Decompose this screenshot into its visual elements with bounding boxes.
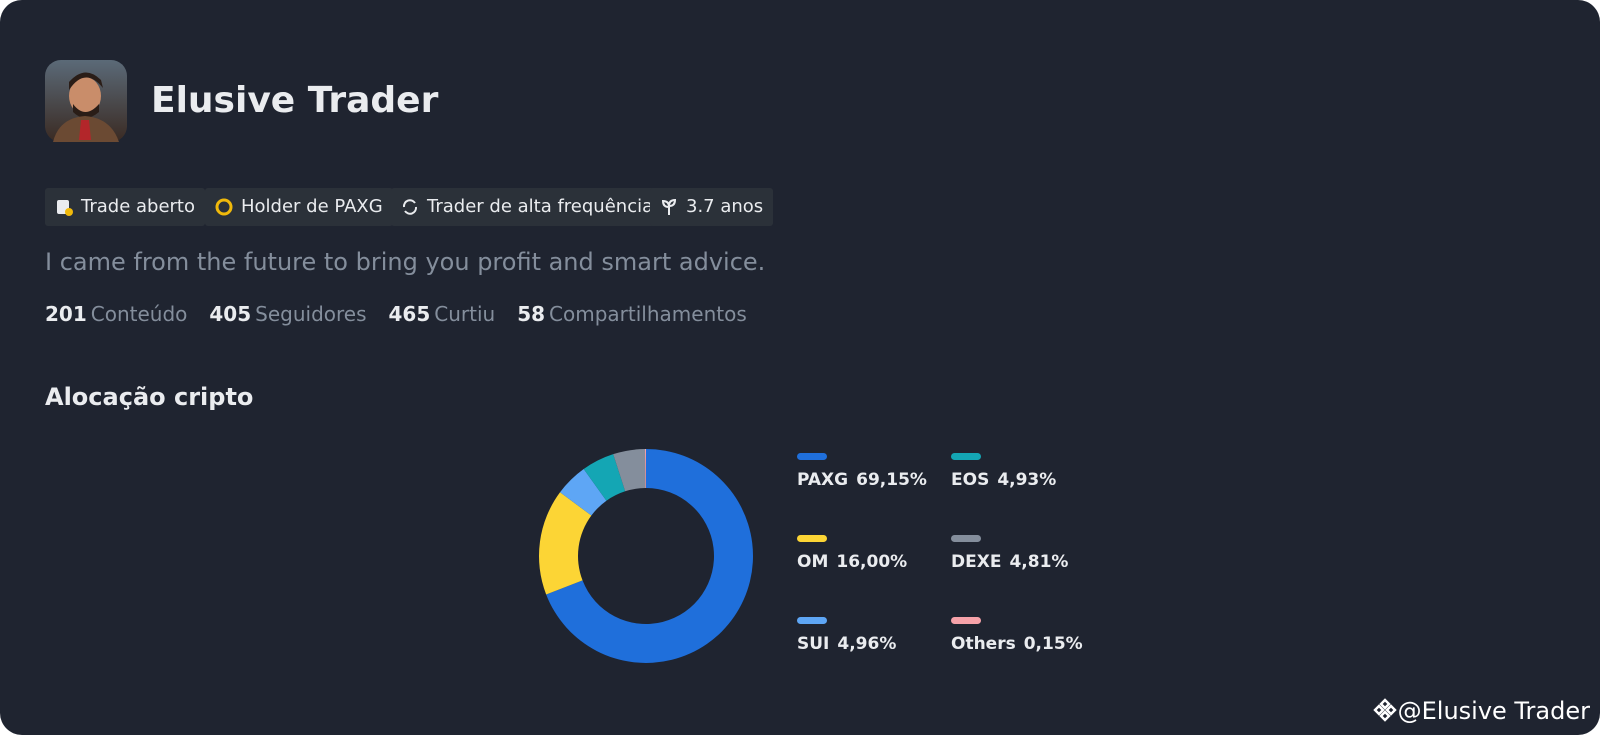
legend-swatch (951, 453, 981, 460)
badge-icon (215, 198, 233, 216)
icon-shape (661, 198, 677, 215)
badge-text: Trade aberto (81, 196, 196, 217)
stat-value: 58 (517, 302, 546, 326)
section-title: Alocação cripto (45, 383, 254, 411)
legend-value: 69,15% (856, 470, 927, 490)
icon-shape (215, 198, 233, 216)
donut-slice (613, 449, 646, 492)
legend-entry: OM 16,00% (797, 552, 907, 572)
legend-swatch (951, 535, 981, 542)
icon-shape (402, 199, 418, 215)
legend-value: 4,96% (837, 634, 897, 654)
legend-value: 0,15% (1023, 634, 1083, 654)
badge: Trade aberto (45, 188, 206, 226)
legend-swatch (797, 535, 827, 542)
donut-slice (583, 454, 626, 501)
legend-name: EOS (951, 470, 990, 490)
legend-name: Others (951, 634, 1016, 654)
avatar[interactable] (45, 60, 127, 142)
watermark-text: @Elusive Trader (1397, 697, 1590, 725)
stat: 405 Seguidores (209, 302, 366, 326)
badge: Trader de alta frequência (391, 188, 664, 226)
legend-entry: DEXE 4,81% (951, 552, 1068, 572)
badge-icon (57, 200, 73, 216)
badge: 3.7 anos (650, 188, 774, 226)
legend-name: PAXG (797, 470, 849, 490)
legend-value: 16,00% (836, 552, 908, 572)
badge-text: 3.7 anos (686, 196, 764, 217)
stat-label: Compartilhamentos (549, 302, 747, 326)
legend-name: OM (797, 552, 829, 572)
stats: 201 Conteúdo 405 Seguidores 465 Curtiu 58 Compa… (45, 302, 747, 326)
badge-icon (661, 198, 677, 215)
stat-label: Conteúdo (90, 302, 188, 326)
bio: I came from the future to bring you prof… (45, 248, 766, 276)
stat: 465 Curtiu (389, 302, 496, 326)
donut-slice (539, 492, 592, 595)
stat-value: 465 (388, 302, 431, 326)
donut-slice (644, 449, 646, 489)
donut-chart (539, 449, 753, 663)
legend-value: 4,93% (997, 470, 1057, 490)
watermark: @Elusive Trader (1372, 697, 1590, 725)
profile-name: Elusive Trader (151, 80, 439, 121)
stat-label: Curtiu (434, 302, 496, 326)
legend-name: SUI (797, 634, 830, 654)
legend-entry: EOS 4,93% (951, 470, 1056, 490)
badge: Holder de PAXG (205, 188, 393, 226)
icon-shape (65, 208, 73, 216)
stat: 58 Compartilhamentos (517, 302, 747, 326)
legend-entry: SUI 4,96% (797, 634, 896, 654)
badge-icon (402, 199, 418, 215)
donut-slice (546, 449, 753, 663)
legend-swatch (797, 453, 827, 460)
stat: 201 Conteúdo (45, 302, 187, 326)
stat-value: 201 (45, 302, 87, 326)
legend-name: DEXE (951, 552, 1002, 572)
stat-label: Seguidores (255, 302, 367, 326)
legend-value: 4,81% (1009, 552, 1069, 572)
badge-text: Trader de alta frequência (427, 196, 654, 217)
donut-slice (560, 469, 607, 516)
legend-entry: PAXG 69,15% (797, 470, 927, 490)
legend-swatch (951, 617, 981, 624)
stat-value: 405 (209, 302, 252, 326)
legend-swatch (797, 617, 827, 624)
watermark-logo (1372, 698, 1397, 722)
legend-entry: Others 0,15% (951, 634, 1083, 654)
badge-text: Holder de PAXG (241, 196, 383, 217)
